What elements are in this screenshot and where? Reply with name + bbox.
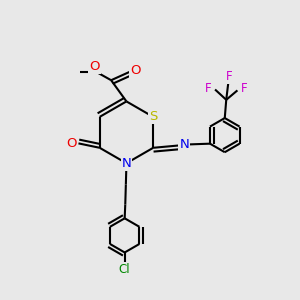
- Text: Cl: Cl: [119, 263, 130, 276]
- Text: F: F: [226, 70, 232, 83]
- Text: N: N: [180, 138, 189, 151]
- Text: F: F: [241, 82, 247, 95]
- Text: N: N: [122, 157, 131, 170]
- Text: O: O: [130, 64, 140, 77]
- Text: F: F: [205, 82, 212, 94]
- Text: S: S: [149, 110, 158, 123]
- Text: O: O: [89, 60, 100, 73]
- Text: O: O: [67, 137, 77, 150]
